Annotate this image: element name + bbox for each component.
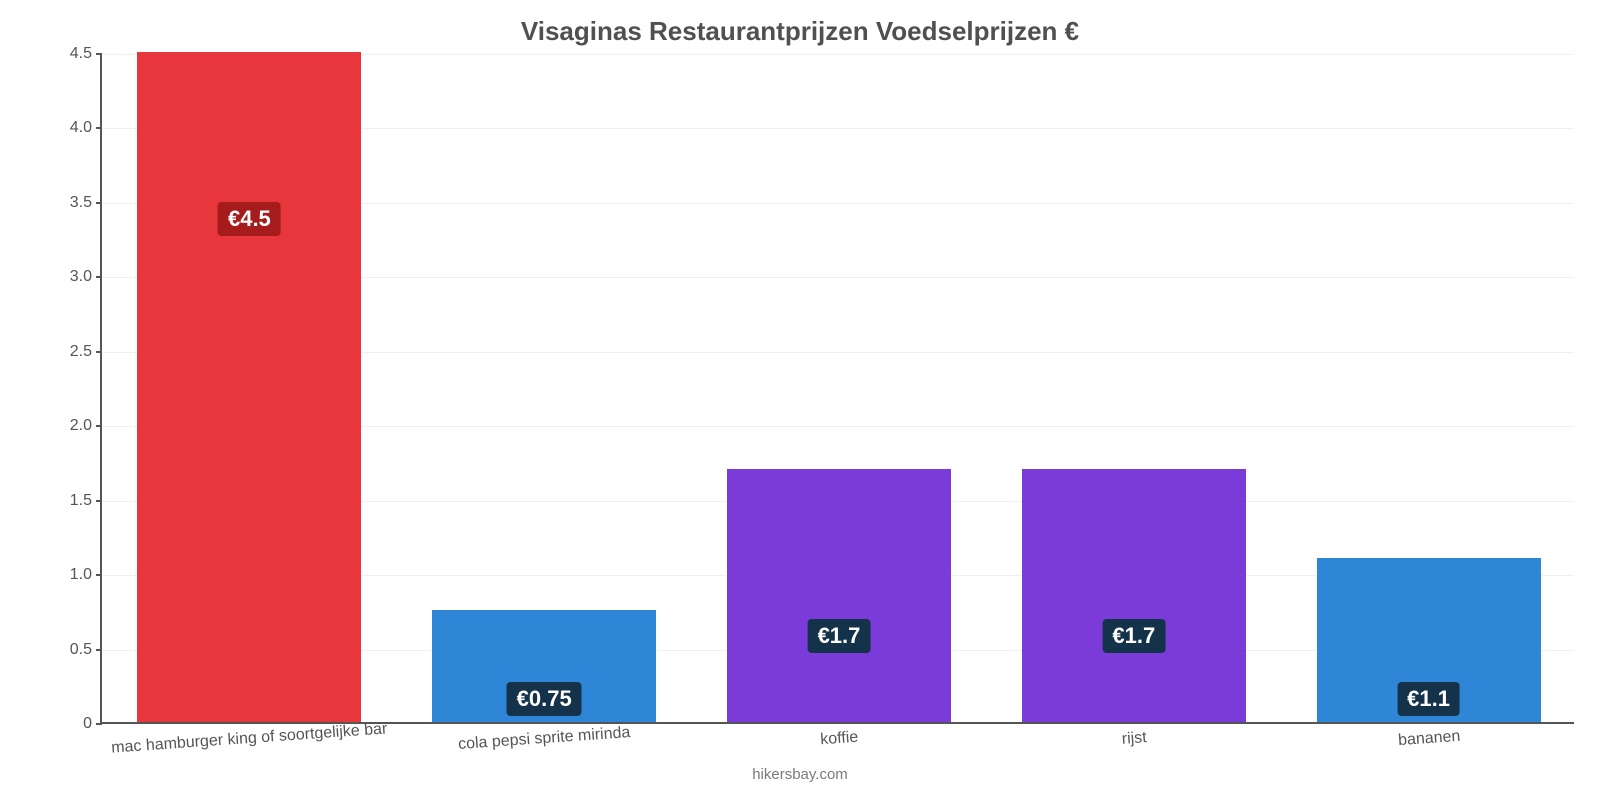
chart-credit: hikersbay.com bbox=[0, 766, 1600, 783]
y-tick-mark bbox=[96, 649, 102, 651]
chart-title: Visaginas Restaurantprijzen Voedselprijz… bbox=[0, 16, 1600, 47]
x-tick-label: koffie bbox=[819, 721, 859, 750]
plot-area: 00.51.01.52.02.53.03.54.04.5€4.5mac hamb… bbox=[100, 54, 1574, 724]
y-tick-mark bbox=[96, 723, 102, 725]
bar: €0.75 bbox=[432, 610, 656, 722]
bar: €1.7 bbox=[1022, 469, 1246, 722]
value-badge: €1.1 bbox=[1397, 682, 1460, 716]
y-tick-mark bbox=[96, 202, 102, 204]
value-badge: €1.7 bbox=[1102, 619, 1165, 653]
y-tick-mark bbox=[96, 276, 102, 278]
value-badge: €0.75 bbox=[507, 682, 582, 716]
value-badge: €4.5 bbox=[218, 202, 281, 236]
y-tick-mark bbox=[96, 425, 102, 427]
price-bar-chart: Visaginas Restaurantprijzen Voedselprijz… bbox=[0, 0, 1600, 800]
bar: €1.1 bbox=[1317, 558, 1541, 722]
y-tick-mark bbox=[96, 500, 102, 502]
x-tick-label: rijst bbox=[1120, 721, 1147, 749]
y-tick-mark bbox=[96, 127, 102, 129]
bar: €1.7 bbox=[727, 469, 951, 722]
y-tick-mark bbox=[96, 53, 102, 55]
bar: €4.5 bbox=[137, 52, 361, 722]
value-badge: €1.7 bbox=[808, 619, 871, 653]
x-tick-label: bananen bbox=[1397, 720, 1461, 750]
y-tick-mark bbox=[96, 574, 102, 576]
y-tick-mark bbox=[96, 351, 102, 353]
